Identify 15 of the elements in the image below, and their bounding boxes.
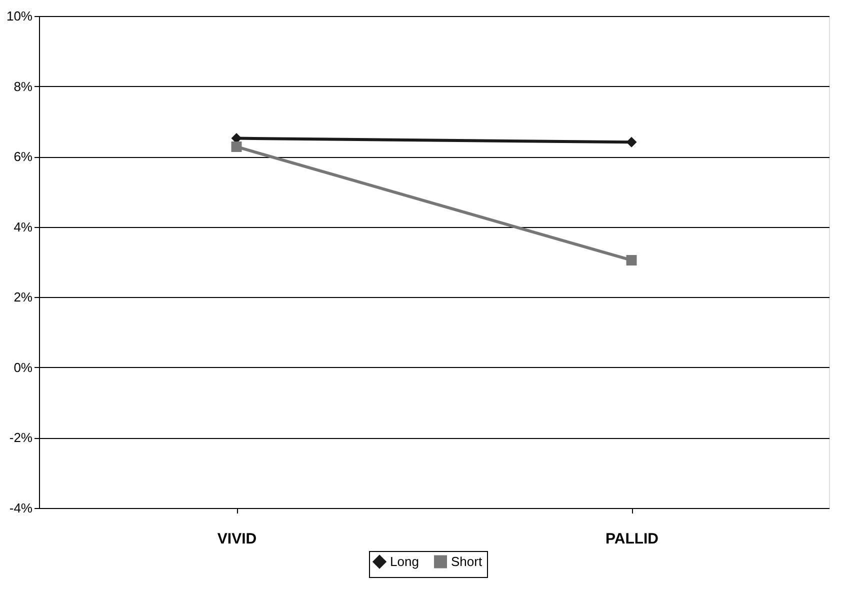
y-tick-label: 10%	[6, 8, 33, 24]
y-tick-label: 6%	[14, 149, 33, 164]
legend-label: Short	[451, 554, 482, 569]
x-tick-label: PALLID	[605, 530, 659, 548]
point	[231, 141, 242, 152]
y-tick-label: 8%	[14, 78, 33, 94]
x-tick-label: VIVID	[217, 530, 257, 548]
y-tick-label: 4%	[14, 219, 33, 234]
legend-label: Long	[390, 554, 419, 569]
point	[626, 136, 637, 148]
y-tick-label: 0%	[14, 360, 33, 375]
y-tick-label: -4%	[9, 500, 33, 516]
y-tick-label: 2%	[14, 290, 33, 305]
y-tick-label: -2%	[9, 430, 33, 446]
point	[626, 255, 637, 266]
